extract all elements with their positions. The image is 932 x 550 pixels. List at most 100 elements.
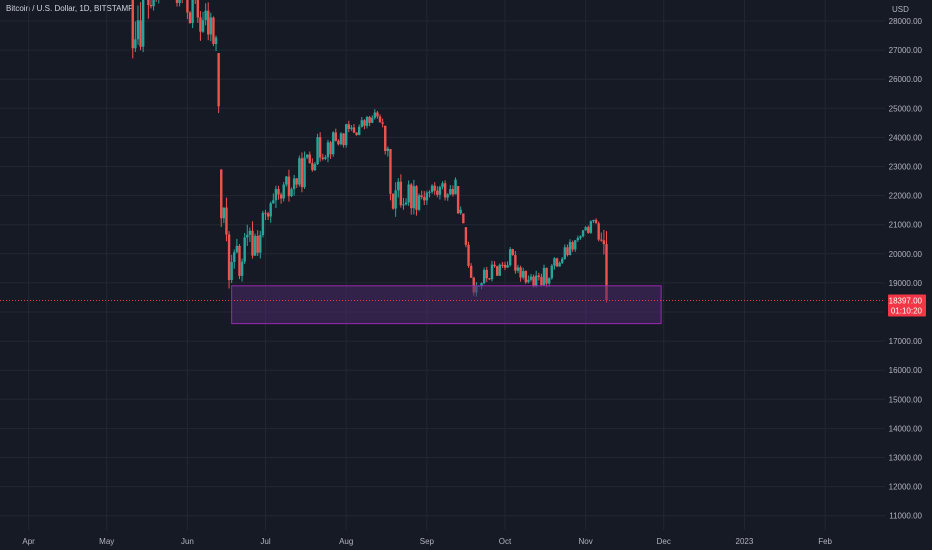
candle — [459, 206, 462, 215]
candle-body — [207, 10, 210, 35]
candle — [214, 35, 218, 52]
candle — [352, 123, 356, 134]
candle — [305, 154, 309, 160]
candle — [417, 193, 421, 212]
candle-body — [248, 230, 252, 235]
price-tick-label: 15000.00 — [889, 395, 923, 404]
candle — [571, 240, 574, 252]
candle-body — [235, 245, 239, 253]
time-tick-label: Feb — [818, 537, 832, 546]
candle — [313, 161, 317, 172]
candle-body — [220, 169, 223, 219]
candle-body — [376, 112, 379, 117]
candle — [511, 248, 514, 256]
candle — [217, 53, 220, 114]
candle — [384, 125, 387, 155]
candle-body — [282, 184, 285, 199]
candle — [469, 263, 473, 278]
price-tick-label: 13000.00 — [889, 454, 923, 463]
candle — [423, 191, 426, 205]
candle-body — [152, 0, 155, 7]
candle — [251, 221, 254, 259]
candle — [261, 210, 265, 238]
candle — [389, 149, 392, 201]
candle — [493, 261, 496, 268]
candle-body — [449, 189, 452, 195]
candle — [342, 133, 345, 148]
price-tick-label: 24000.00 — [889, 133, 923, 142]
candle — [326, 139, 330, 163]
support-zone[interactable] — [231, 285, 662, 325]
candle — [222, 207, 226, 224]
candle-body — [399, 181, 403, 206]
candle — [589, 220, 593, 234]
candle-body — [514, 255, 517, 271]
price-tick-label: 19000.00 — [889, 279, 923, 288]
candle-body — [305, 154, 309, 158]
price-axis[interactable]: USD 11000.00 12000.00 13000.00 14000.00 1500… — [889, 5, 923, 521]
candle — [420, 190, 423, 200]
candle-body — [469, 265, 473, 278]
price-tick-label: 20000.00 — [889, 250, 923, 259]
candle — [438, 185, 442, 200]
candle-body — [246, 234, 249, 238]
candle-body — [441, 183, 444, 187]
candle — [256, 230, 259, 256]
candle-body — [131, 0, 134, 49]
candle — [566, 244, 569, 257]
candle — [272, 193, 275, 204]
candle — [290, 187, 293, 198]
price-tick-label: 11000.00 — [889, 512, 922, 521]
price-tick-label: 16000.00 — [889, 366, 923, 375]
candle — [430, 184, 434, 194]
candle — [350, 125, 353, 131]
candle — [360, 116, 364, 128]
bar-countdown: 01:10:20 — [891, 306, 923, 315]
candle — [410, 183, 413, 215]
candle-body — [344, 124, 348, 146]
candle-body — [472, 277, 475, 293]
candle — [355, 132, 358, 136]
candle — [194, 0, 196, 5]
candle — [201, 11, 205, 33]
candle-body — [600, 239, 603, 241]
candle — [248, 227, 252, 242]
candle-body — [298, 158, 301, 185]
candle-body — [587, 227, 590, 233]
candle-body — [459, 209, 462, 214]
candle-body — [574, 240, 577, 250]
candle — [155, 0, 157, 2]
candle-body — [134, 39, 137, 49]
candle-body — [545, 267, 548, 284]
candle — [597, 221, 600, 242]
candle-body — [451, 189, 455, 195]
candle — [337, 139, 340, 146]
candle — [264, 209, 267, 221]
candle — [277, 185, 280, 200]
candle — [227, 231, 231, 289]
candle-body — [391, 193, 395, 209]
candle-body — [355, 132, 358, 135]
candle — [318, 132, 322, 162]
candle-body — [592, 219, 595, 222]
candle — [316, 133, 319, 166]
candle-body — [425, 192, 429, 201]
candle-body — [352, 127, 356, 133]
candle-body — [217, 53, 220, 107]
candle-body — [443, 183, 447, 198]
candle-body — [488, 278, 491, 280]
candle — [152, 0, 155, 11]
time-axis[interactable]: Apr May Jun Jul Aug Sep Oct Nov Dec 2023 Feb — [22, 537, 832, 546]
candle-body — [318, 137, 322, 158]
candle — [563, 244, 567, 260]
candle-body — [482, 269, 486, 284]
candle-body — [456, 186, 460, 214]
time-tick-label: Jun — [181, 537, 194, 546]
last-price-value: 18397.00 — [889, 296, 923, 305]
candle — [334, 128, 337, 142]
candle — [292, 174, 296, 196]
candle-body — [423, 197, 426, 201]
candle-body — [389, 149, 392, 194]
